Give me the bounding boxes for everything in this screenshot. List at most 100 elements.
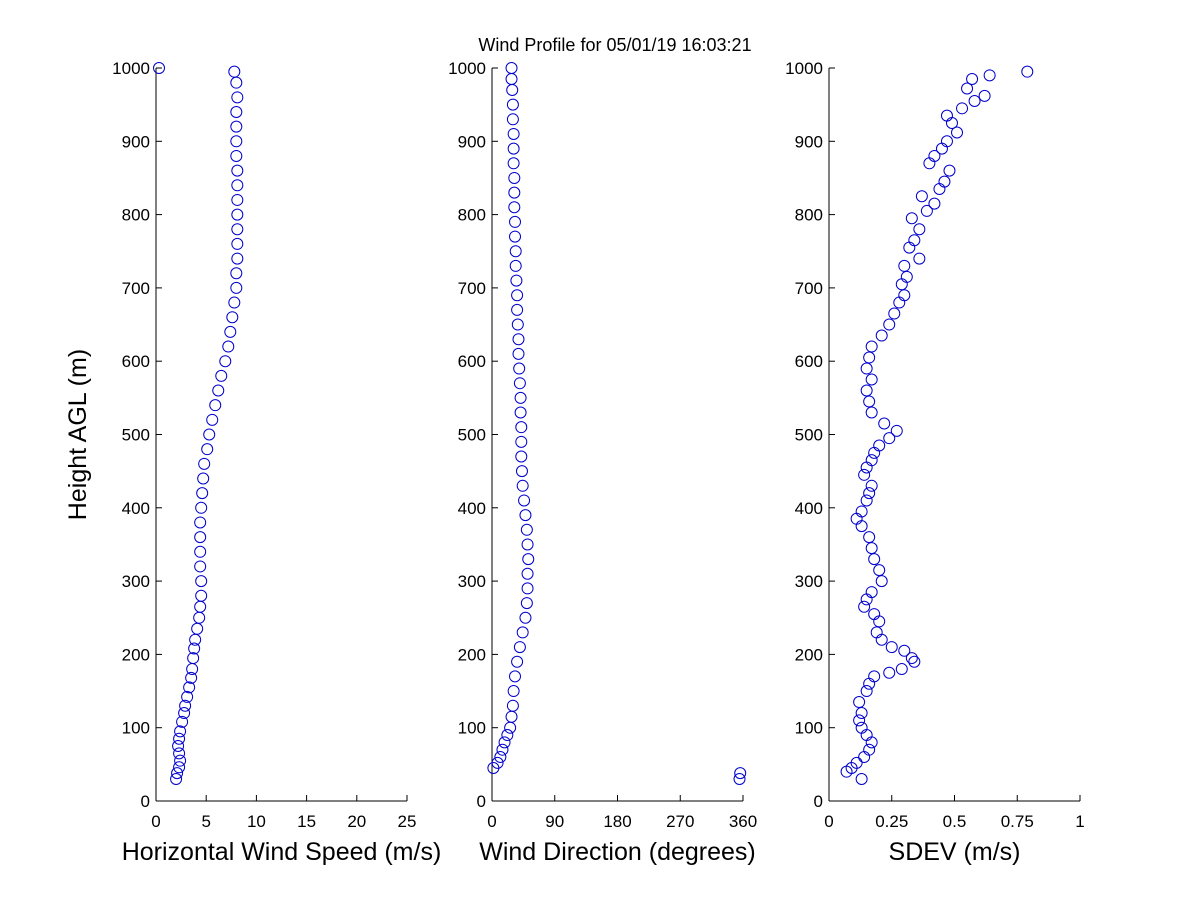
sdev-data-point: [898, 259, 911, 272]
direction-data-point: [506, 113, 519, 126]
direction-x-tick-label: 180: [603, 812, 631, 831]
sdev-data-point: [865, 542, 878, 555]
sdev-y-tick-label: 100: [795, 719, 823, 738]
sdev-data-point: [873, 439, 886, 452]
speed-data-point: [194, 545, 207, 558]
direction-data-point: [516, 479, 529, 492]
speed-data-point: [197, 472, 210, 485]
direction-data-point: [512, 347, 525, 360]
direction-y-tick-label: 900: [458, 132, 486, 151]
sdev-y-tick-label: 900: [795, 132, 823, 151]
direction-data-point: [521, 538, 534, 551]
direction-data-point: [519, 611, 532, 624]
direction-data-point: [520, 523, 533, 536]
direction-data-point: [491, 756, 504, 769]
speed-data-point: [176, 715, 189, 728]
direction-data-point: [521, 567, 534, 580]
direction-data-point: [515, 465, 528, 478]
direction-data-point: [506, 699, 519, 712]
speed-data-point: [230, 149, 243, 162]
speed-data-point: [174, 725, 187, 738]
sdev-x-tick-label: 0.25: [875, 812, 908, 831]
direction-data-point: [494, 751, 507, 764]
speed-data-point: [171, 767, 184, 780]
sdev-y-tick-label: 700: [795, 279, 823, 298]
sdev-data-point: [940, 135, 953, 148]
speed-data-point: [198, 457, 211, 470]
sdev-data-point: [853, 696, 866, 709]
direction-data-point: [516, 626, 529, 639]
sdev-data-point: [905, 212, 918, 225]
sdev-data-point: [863, 395, 876, 408]
sdev-y-tick-label: 800: [795, 206, 823, 225]
sdev-y-tick-label: 1000: [785, 59, 823, 78]
speed-y-tick-label: 700: [122, 279, 150, 298]
speed-data-point: [174, 754, 187, 767]
figure-title: Wind Profile for 05/01/19 16:03:21: [478, 35, 751, 55]
sdev-data-point: [875, 575, 888, 588]
speed-data-point: [194, 531, 207, 544]
sdev-y-tick-label: 500: [795, 426, 823, 445]
sdev-data-point: [850, 756, 863, 769]
direction-data-point: [511, 303, 524, 316]
panel-wind-direction: 0 100 200 300 400 500 600 700 800 900 1000 0 90 180 27…: [448, 59, 757, 866]
direction-data-point: [506, 98, 519, 111]
direction-data-point: [507, 127, 520, 140]
speed-data-point: [230, 120, 243, 133]
direction-data-point: [509, 215, 522, 228]
sdev-data-point: [920, 204, 933, 217]
sdev-data-point: [860, 362, 873, 375]
direction-data-point: [514, 406, 527, 419]
direction-data-point: [507, 157, 520, 170]
direction-data-point: [515, 450, 528, 463]
direction-x-tick-label: 270: [666, 812, 694, 831]
speed-data-point: [230, 105, 243, 118]
sdev-data-point: [855, 773, 868, 786]
speed-data-point: [195, 589, 208, 602]
direction-y-tick-label: 400: [458, 499, 486, 518]
sdev-data-point: [878, 417, 891, 430]
speed-data-point: [179, 699, 192, 712]
speed-data-point: [230, 135, 243, 148]
direction-data-point: [515, 435, 528, 448]
speed-data-point: [153, 62, 166, 74]
speed-data-point: [170, 773, 183, 786]
direction-data-point: [509, 670, 522, 683]
direction-data-point: [511, 655, 524, 668]
sdev-data-point: [883, 318, 896, 331]
sdev-data-point: [983, 69, 996, 82]
sdev-data-point: [863, 743, 876, 756]
speed-data-point: [187, 652, 200, 665]
speed-data-point: [173, 732, 186, 745]
speed-y-tick-label: 1000: [112, 59, 150, 78]
speed-data-point: [212, 384, 225, 397]
direction-data-point: [513, 641, 526, 654]
sdev-data-point: [928, 197, 941, 210]
sdev-x-axis-label: SDEV (m/s): [889, 838, 1021, 866]
speed-data-point: [222, 340, 235, 353]
speed-data-point: [194, 560, 207, 573]
direction-data-point: [512, 333, 525, 346]
speed-data-point: [215, 369, 228, 382]
direction-y-tick-label: 200: [458, 645, 486, 664]
direction-data-point: [498, 736, 511, 749]
sdev-data-point: [855, 505, 868, 518]
direction-x-tick-label: 360: [729, 812, 757, 831]
speed-data-point: [219, 355, 232, 368]
speed-data-point: [231, 237, 244, 250]
sdev-data-point: [853, 714, 866, 727]
sdev-data-point: [855, 707, 868, 720]
sdev-data-point: [908, 655, 921, 668]
sdev-x-tick-label: 0.75: [1001, 812, 1034, 831]
speed-data-point: [188, 642, 201, 655]
speed-y-tick-label: 500: [122, 426, 150, 445]
sdev-data-point: [968, 94, 981, 107]
speed-x-tick-label: 0: [151, 812, 160, 831]
sdev-data-point: [895, 663, 908, 676]
panel-wind-speed: 0 100 200 300 400 500 600 700 800 900 1000 0 5 10 15 20…: [64, 59, 441, 866]
speed-data-point: [231, 252, 244, 265]
direction-data-point: [734, 767, 747, 780]
sdev-data-point: [865, 406, 878, 419]
speed-data-point: [173, 761, 186, 774]
direction-x-tick-label: 90: [545, 812, 564, 831]
